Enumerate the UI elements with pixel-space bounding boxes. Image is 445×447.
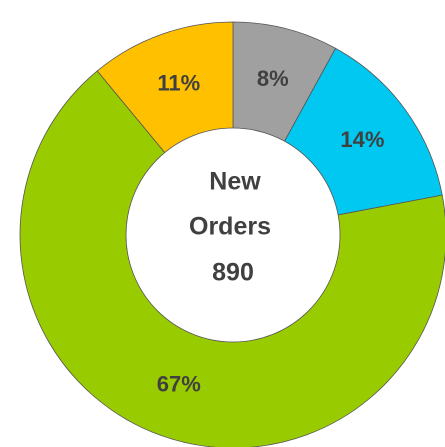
slice-label: 14% — [340, 127, 384, 152]
slice-label: 67% — [157, 371, 201, 396]
center-label: Orders — [189, 213, 271, 241]
center-total: 890 — [212, 259, 254, 287]
donut-hole — [125, 127, 341, 343]
slice-label: 8% — [257, 66, 289, 91]
slice-label: 11% — [157, 70, 200, 95]
center-label: New — [209, 168, 261, 196]
